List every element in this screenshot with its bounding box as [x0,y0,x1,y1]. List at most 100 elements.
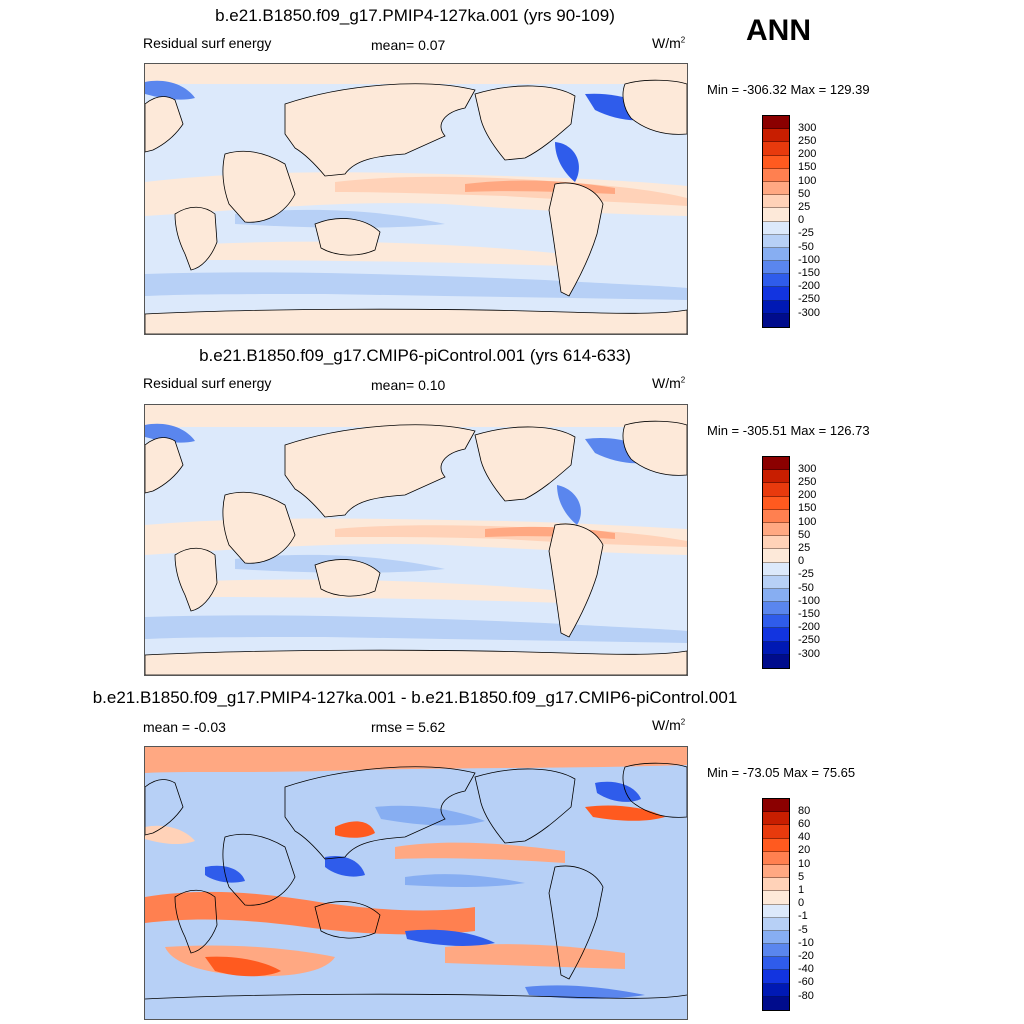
colorbar-swatch [763,588,789,603]
colorbar-tick-label: -5 [798,923,808,936]
colorbar-tick-label: -150 [798,607,821,620]
colorbar-tick-label: -50 [798,240,814,253]
colorbar-swatch [763,168,789,182]
colorbar-swatch [763,234,789,248]
colorbar-swatch [763,628,789,642]
panel-3-minmax: Min = -73.05 Max = 75.65 [707,765,856,780]
colorbar-tick-label: 300 [798,121,817,134]
panel-2-field-label: Residual surf energy [143,375,272,391]
colorbar-swatch [763,917,789,931]
colorbar-tick-label: 20 [798,844,811,857]
panel-1-map [144,63,688,335]
colorbar-tick-label: 40 [798,831,811,844]
panel-3-units: W/m2 [652,717,686,733]
panel-3-rmse-label: rmse = 5.62 [371,719,446,735]
colorbar-swatch [763,195,789,209]
colorbar-swatch [763,944,789,958]
colorbar-swatch [763,313,789,327]
colorbar-tick-label: 0 [798,214,805,227]
colorbar-swatch [763,129,789,143]
panel-1-units: W/m2 [652,35,686,51]
panel-2-mean-label: mean= 0.10 [371,377,446,393]
colorbar-tick-label: -1 [798,910,808,923]
colorbar-swatch [763,261,789,275]
colorbar-swatch [763,142,789,156]
colorbar-swatch [763,838,789,852]
panel-2-colorbar [762,456,790,669]
colorbar-swatch [763,562,789,576]
colorbar-tick-label: -300 [798,647,821,660]
colorbar-tick-label: 25 [798,541,811,554]
panel-2-units: W/m2 [652,375,686,391]
negative-anomaly-regions [205,781,645,999]
colorbar-tick-label: 200 [798,148,817,161]
colorbar-tick-label: -25 [798,227,814,240]
colorbar-swatch [763,812,789,826]
colorbar-tick-label: -10 [798,936,814,949]
colorbar-tick-label: 250 [798,134,817,147]
colorbar-tick-label: 25 [798,200,811,213]
colorbar-swatch [763,641,789,655]
colorbar-tick-label: -20 [798,949,814,962]
colorbar-tick-label: 0 [798,897,805,910]
panel-3-colorbar [762,798,790,1011]
colorbar-tick-label: 50 [798,187,811,200]
panel-2-minmax: Min = -305.51 Max = 126.73 [707,423,870,438]
colorbar-swatch [763,930,789,945]
colorbar-swatch [763,654,789,668]
colorbar-swatch [763,221,789,235]
season-label: ANN [746,14,811,47]
colorbar-tick-label: 1 [798,883,805,896]
colorbar-swatch [763,155,789,169]
colorbar-tick-label: 100 [798,515,817,528]
panel-2-map [144,404,688,676]
colorbar-tick-label: -150 [798,266,821,279]
colorbar-tick-label: -250 [798,634,821,647]
panel-3-title: b.e21.B1850.f09_g17.PMIP4-127ka.001 - b.… [92,688,738,707]
colorbar-tick-label: 300 [798,462,817,475]
colorbar-tick-label: 100 [798,174,817,187]
colorbar-swatch [763,799,789,813]
colorbar-swatch [763,300,789,314]
colorbar-swatch [763,536,789,550]
colorbar-tick-label: -40 [798,963,814,976]
positive-anomaly-regions [145,747,687,977]
colorbar-swatch [763,864,789,879]
continent-outlines [145,79,687,334]
colorbar-swatch [763,575,789,589]
colorbar-swatch [763,457,789,471]
panel-3-mean-label: mean = -0.03 [143,719,226,735]
colorbar-tick-label: 150 [798,502,817,515]
colorbar-tick-label: 200 [798,489,817,502]
colorbar-tick-label: -100 [798,253,821,266]
colorbar-tick-label: -100 [798,594,821,607]
colorbar-tick-label: 80 [798,804,811,817]
colorbar-tick-label: -25 [798,568,814,581]
panel-1-mean-label: mean= 0.07 [371,37,446,53]
colorbar-swatch [763,509,789,523]
colorbar-swatch [763,970,789,984]
colorbar-tick-label: -200 [798,280,821,293]
colorbar-tick-label: -250 [798,293,821,306]
colorbar-swatch [763,983,789,997]
colorbar-swatch [763,615,789,629]
panel-1-colorbar [762,115,790,328]
colorbar-tick-label: -60 [798,976,814,989]
colorbar-swatch [763,247,789,262]
continent-outlines [145,420,687,675]
colorbar-swatch [763,825,789,839]
colorbar-swatch [763,116,789,130]
colorbar-tick-label: 50 [798,528,811,541]
colorbar-swatch [763,957,789,971]
colorbar-swatch [763,891,789,905]
colorbar-swatch [763,996,789,1010]
panel-1-title: b.e21.B1850.f09_g17.PMIP4-127ka.001 (yrs… [215,6,615,25]
colorbar-tick-label: 150 [798,161,817,174]
colorbar-tick-label: -200 [798,621,821,634]
colorbar-swatch [763,522,789,537]
colorbar-tick-label: -80 [798,989,814,1002]
panel-1-minmax: Min = -306.32 Max = 129.39 [707,82,870,97]
colorbar-swatch [763,496,789,510]
colorbar-swatch [763,549,789,563]
colorbar-swatch [763,602,789,616]
